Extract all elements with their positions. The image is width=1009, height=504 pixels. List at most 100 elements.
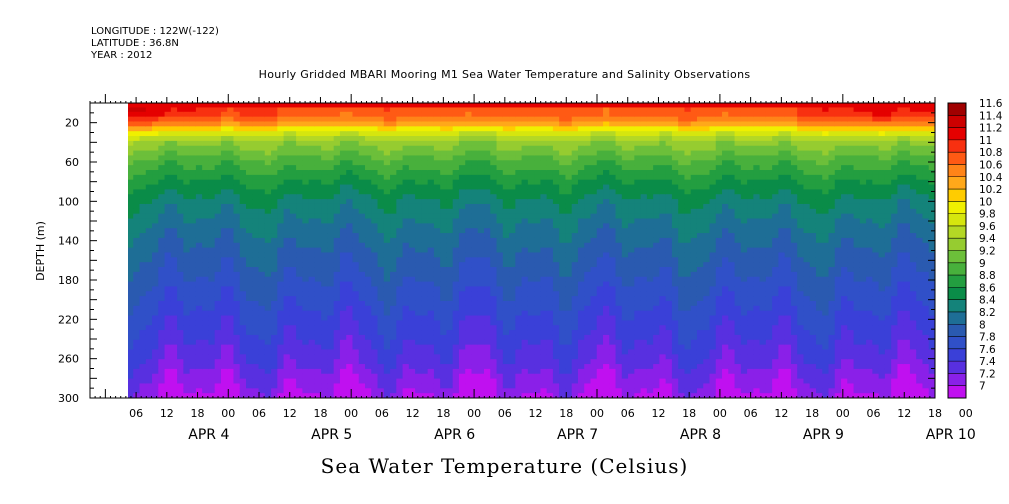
heatmap-cell <box>365 121 372 127</box>
heatmap-cell <box>621 237 629 244</box>
heatmap-cell <box>484 315 491 321</box>
heatmap-cell <box>252 208 260 215</box>
heatmap-cell <box>289 296 297 302</box>
heatmap-cell <box>383 145 391 152</box>
heatmap-cell <box>208 373 216 380</box>
heatmap-cell <box>202 223 210 229</box>
heatmap-cell <box>421 233 429 239</box>
heatmap-cell <box>246 247 253 254</box>
heatmap-cell <box>540 203 548 210</box>
heatmap-cell <box>552 160 560 166</box>
heatmap-cell <box>496 373 504 380</box>
heatmap-cell <box>628 106 635 113</box>
heatmap-cell <box>283 252 291 258</box>
heatmap-cell <box>415 300 422 307</box>
heatmap-cell <box>584 247 592 254</box>
heatmap-cell <box>128 208 134 215</box>
heatmap-cell <box>402 325 410 331</box>
heatmap-cell <box>264 373 272 380</box>
heatmap-cell <box>220 315 228 321</box>
heatmap-cell <box>565 368 573 375</box>
heatmap-cell <box>352 276 360 283</box>
heatmap-cell <box>521 378 529 385</box>
heatmap-cell <box>308 373 316 380</box>
heatmap-cell <box>433 271 441 278</box>
heatmap-cell <box>128 131 134 137</box>
heatmap-cell <box>452 111 460 118</box>
heatmap-cell <box>145 174 153 181</box>
heatmap-cell <box>202 140 210 147</box>
heatmap-cell <box>484 136 491 142</box>
heatmap-cell <box>321 383 329 389</box>
heatmap-cell <box>308 281 316 288</box>
heatmap-cell <box>208 334 216 341</box>
heatmap-cell <box>139 247 147 254</box>
heatmap-cell <box>471 213 479 220</box>
heatmap-cell <box>621 223 629 229</box>
heatmap-cell <box>546 271 554 278</box>
heatmap-cell <box>365 150 372 157</box>
heatmap-cell <box>346 344 354 351</box>
heatmap-cell <box>128 315 134 321</box>
heatmap-cell <box>615 150 623 157</box>
heatmap-cell <box>271 208 278 215</box>
heatmap-cell <box>264 174 272 181</box>
heatmap-cell <box>621 165 629 171</box>
heatmap-cell <box>471 170 479 176</box>
heatmap-cell <box>540 106 548 113</box>
heatmap-cell <box>296 140 303 147</box>
heatmap-cell <box>271 203 278 210</box>
heatmap-cell <box>302 349 310 355</box>
heatmap-cell <box>239 359 247 365</box>
heatmap-cell <box>346 291 354 297</box>
heatmap-cell <box>440 320 448 326</box>
heatmap-cell <box>358 247 366 254</box>
heatmap-cell <box>628 310 635 317</box>
heatmap-cell <box>145 300 153 307</box>
heatmap-cell <box>490 388 498 394</box>
heatmap-cell <box>490 354 498 360</box>
heatmap-cell <box>333 121 341 127</box>
heatmap-cell <box>346 218 354 224</box>
heatmap-cell <box>277 271 285 278</box>
heatmap-cell <box>314 286 322 292</box>
heatmap-cell <box>390 223 397 229</box>
heatmap-cell <box>339 393 347 398</box>
heatmap-cell <box>183 237 191 244</box>
heatmap-cell <box>258 291 266 297</box>
heatmap-cell <box>540 121 548 127</box>
heatmap-cell <box>433 296 441 302</box>
heatmap-cell <box>603 300 610 307</box>
heatmap-cell <box>371 194 379 200</box>
heatmap-cell <box>540 320 548 326</box>
heatmap-cell <box>615 237 623 244</box>
heatmap-cell <box>208 116 216 123</box>
heatmap-cell <box>233 165 241 171</box>
heatmap-cell <box>377 242 385 249</box>
heatmap-cell <box>383 286 391 292</box>
heatmap-cell <box>615 300 623 307</box>
heatmap-cell <box>302 184 310 190</box>
heatmap-cell <box>252 247 260 254</box>
heatmap-cell <box>183 383 191 389</box>
heatmap-cell <box>321 203 329 210</box>
heatmap-cell <box>264 271 272 278</box>
heatmap-cell <box>603 131 610 137</box>
heatmap-cell <box>390 189 397 195</box>
heatmap-cell <box>327 160 335 166</box>
heatmap-cell <box>577 300 585 307</box>
heatmap-cell <box>408 213 416 220</box>
heatmap-cell <box>603 315 610 321</box>
heatmap-cell <box>145 373 153 380</box>
heatmap-cell <box>371 242 379 249</box>
heatmap-cell <box>502 136 510 142</box>
heatmap-cell <box>383 140 391 147</box>
heatmap-cell <box>603 364 610 370</box>
heatmap-cell <box>271 252 278 258</box>
heatmap-cell <box>534 310 541 317</box>
heatmap-cell <box>446 344 454 351</box>
heatmap-cell <box>433 106 441 113</box>
heatmap-cell <box>515 131 523 137</box>
heatmap-cell <box>559 349 567 355</box>
heatmap-cell <box>352 349 360 355</box>
